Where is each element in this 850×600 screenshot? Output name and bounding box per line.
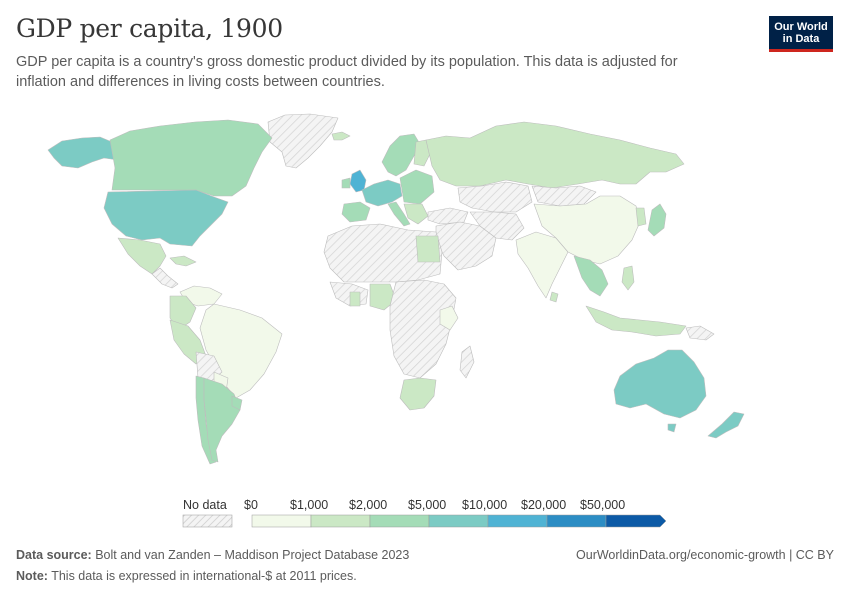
owid-logo[interactable]: Our World in Data [769,16,833,52]
footer-url[interactable]: OurWorldinData.org/economic-growth | CC … [576,548,834,562]
region-alaska[interactable] [47,136,119,169]
region-western-europe[interactable] [361,179,403,207]
region-canada[interactable] [109,119,273,197]
legend-bin-2 [369,514,430,528]
legend-no-data-swatch [182,514,233,528]
region-philippines[interactable] [621,265,635,291]
region-tasmania[interactable] [667,423,677,433]
region-norway-sweden[interactable] [381,133,421,177]
region-colombia[interactable] [169,295,197,331]
footer-note-text: This data is expressed in international-… [51,569,357,583]
region-caribbean[interactable] [169,255,197,267]
legend-bin-label-2: $2,000 [349,498,388,512]
region-kenya[interactable] [439,305,459,331]
region-united-kingdom[interactable] [349,169,367,193]
region-argentina[interactable] [203,377,241,463]
region-central-asia[interactable] [457,181,533,213]
region-china[interactable] [533,195,641,265]
region-egypt[interactable] [415,235,441,263]
logo-line-1: Our World [774,21,828,33]
legend-bin-3 [428,514,489,528]
region-iceland[interactable] [331,131,351,141]
legend-no-data-label: No data [183,498,227,512]
region-balkans[interactable] [403,203,429,225]
legend-bin-label-4: $10,000 [462,498,508,512]
region-ghana[interactable] [349,291,361,307]
region-papua-new-guinea[interactable] [685,325,715,341]
legend-bin-label-3: $5,000 [408,498,447,512]
region-ireland[interactable] [341,177,351,189]
legend-bin-label-6: $50,000 [580,498,626,512]
region-mongolia[interactable] [531,185,597,207]
legend-bin-0 [251,514,312,528]
region-australia[interactable] [613,349,707,419]
footer-note: Note: This data is expressed in internat… [16,569,357,583]
chart-title: GDP per capita, 1900 [16,14,283,43]
region-sri-lanka[interactable] [549,291,559,303]
region-iran-afghanistan[interactable] [469,211,525,241]
region-iberia[interactable] [341,201,371,223]
footer-note-label: Note: [16,569,48,583]
region-indonesia[interactable] [585,305,687,337]
region-madagascar[interactable] [459,345,475,379]
chart-subtitle: GDP per capita is a country's gross dome… [16,54,678,90]
region-india[interactable] [515,231,569,299]
region-korea[interactable] [635,207,647,227]
region-west-africa[interactable] [329,281,369,307]
region-russia[interactable] [425,121,685,189]
legend-bin-4 [487,514,548,528]
legend-bin-label-1: $1,000 [290,498,329,512]
legend-bin-6 [605,514,667,528]
region-united-states[interactable] [103,189,229,247]
region-southeast-asia[interactable] [573,255,609,297]
map-legend [182,514,667,528]
region-greenland[interactable] [267,113,339,169]
region-southern-africa[interactable] [399,377,437,411]
legend-bin-1 [310,514,371,528]
region-north-africa[interactable] [323,223,443,283]
region-central-east-africa[interactable] [389,279,457,379]
region-eastern-europe[interactable] [399,169,435,205]
region-new-zealand[interactable] [707,411,745,439]
region-turkey[interactable] [427,207,469,225]
footer-source: Data source: Bolt and van Zanden – Maddi… [16,548,409,562]
legend-bin-label-0: $0 [244,498,258,512]
logo-line-2: in Data [782,33,820,45]
region-central-america[interactable] [151,267,179,289]
region-finland[interactable] [413,139,431,167]
region-mexico[interactable] [117,237,167,275]
footer-source-text[interactable]: Bolt and van Zanden – Maddison Project D… [95,548,410,562]
region-uruguay[interactable] [231,395,243,411]
footer-source-label: Data source: [16,548,92,562]
legend-bin-5 [546,514,607,528]
world-map[interactable] [0,95,850,490]
legend-bin-label-5: $20,000 [521,498,567,512]
region-italy[interactable] [387,201,411,227]
region-japan[interactable] [647,203,667,237]
